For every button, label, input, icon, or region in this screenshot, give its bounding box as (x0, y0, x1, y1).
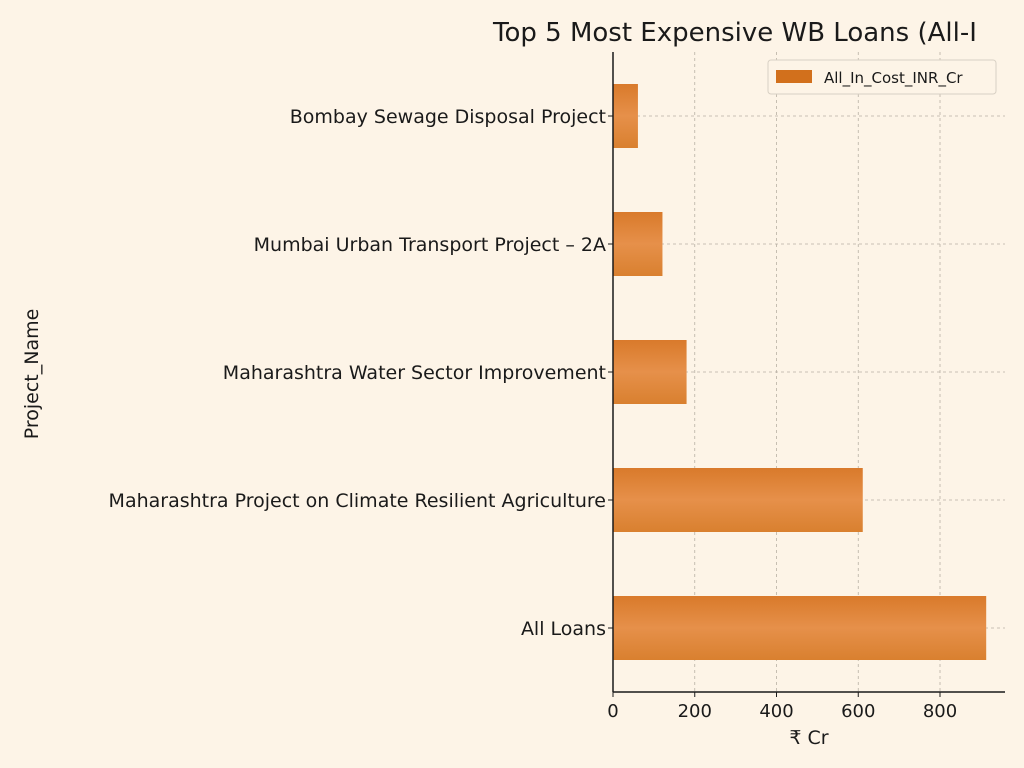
x-tick-label: 200 (678, 701, 712, 722)
y-tick-label: Bombay Sewage Disposal Project (290, 106, 606, 128)
legend-swatch (776, 70, 812, 83)
legend: All_In_Cost_INR_Cr (767, 59, 997, 95)
bar (613, 212, 663, 276)
bar (613, 340, 687, 404)
legend-label: All_In_Cost_INR_Cr (824, 69, 963, 88)
y-tick-label: Maharashtra Project on Climate Resilient… (109, 490, 606, 512)
legend-frame (767, 59, 997, 95)
bar (613, 468, 863, 532)
chart-title: Top 5 Most Expensive WB Loans (All-I (492, 18, 977, 48)
axes: 0 200 400 600 800 Bombay Sewage Disposal Proj… (109, 52, 1005, 722)
x-tick-label: 400 (759, 701, 793, 722)
y-tick-label: Mumbai Urban Transport Project – 2A (254, 234, 606, 256)
y-tick-label: Maharashtra Water Sector Improvement (223, 362, 606, 384)
x-tick-label: 0 (607, 701, 618, 722)
bars (613, 84, 987, 660)
bar (613, 84, 638, 148)
y-tick-label: All Loans (521, 618, 606, 640)
x-tick-label: 600 (841, 701, 875, 722)
x-axis-label: ₹ Cr (789, 727, 828, 749)
x-tick-label: 800 (923, 701, 957, 722)
bar (613, 596, 987, 660)
y-axis-label: Project_Name (21, 309, 43, 440)
